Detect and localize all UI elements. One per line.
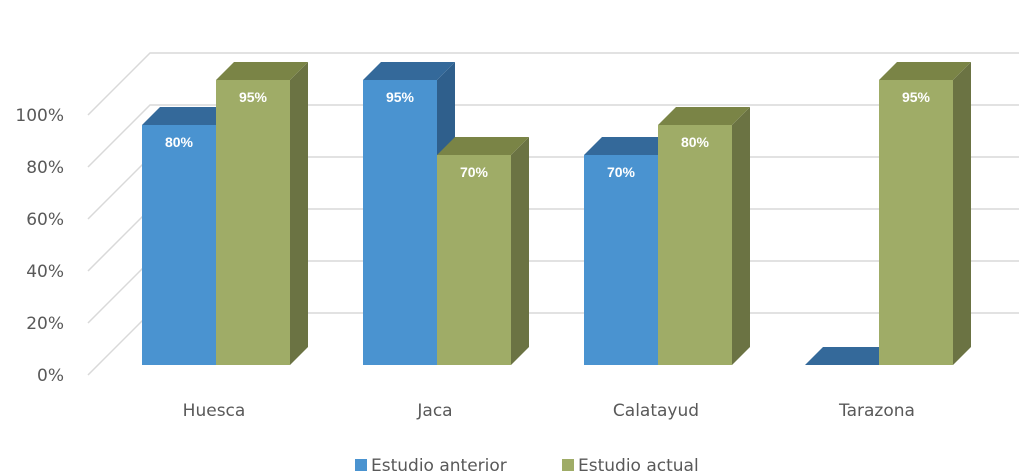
data-label: 70%	[607, 164, 636, 180]
category-label: Huesca	[183, 401, 246, 421]
data-label: 95%	[239, 89, 268, 105]
bar	[216, 80, 290, 365]
bar-side	[511, 137, 529, 365]
bar-top	[216, 62, 308, 80]
bar-top	[363, 62, 455, 80]
y-tick-label: 40%	[26, 262, 64, 282]
legend-swatch	[355, 459, 367, 471]
bar-top	[805, 347, 897, 365]
bar-side	[290, 62, 308, 365]
gridline	[87, 52, 1019, 116]
y-axis-ticks: 0% 20% 40% 60% 80% 100%	[15, 106, 64, 386]
data-label: 70%	[460, 164, 489, 180]
gridline	[87, 104, 1019, 168]
data-label: 80%	[165, 134, 194, 150]
data-labels: 80% 95% 95% 70% 70% 80% 95%	[165, 89, 931, 180]
bar	[363, 80, 437, 365]
legend-label: Estudio actual	[578, 456, 699, 475]
bar	[437, 155, 511, 365]
bar-top	[437, 137, 529, 155]
x-axis-categories: Huesca Jaca Calatayud Tarazona	[183, 401, 915, 421]
bar-top	[658, 107, 750, 125]
bar	[658, 125, 732, 365]
legend-label: Estudio anterior	[371, 456, 507, 475]
bar	[584, 155, 658, 365]
bar-side	[953, 62, 971, 365]
data-label: 80%	[681, 134, 710, 150]
y-tick-label: 0%	[37, 366, 64, 386]
bar-side	[732, 107, 750, 365]
bar-top	[142, 107, 234, 125]
data-label: 95%	[386, 89, 415, 105]
y-tick-label: 80%	[26, 158, 64, 178]
bar	[879, 80, 953, 365]
y-tick-label: 60%	[26, 210, 64, 230]
data-label: 95%	[902, 89, 931, 105]
bars	[142, 62, 971, 365]
category-label: Jaca	[416, 401, 452, 421]
legend-swatch	[562, 459, 574, 471]
legend: Estudio anterior Estudio actual	[355, 456, 699, 475]
bar-top	[879, 62, 971, 80]
bar	[142, 125, 216, 365]
y-tick-label: 100%	[15, 106, 64, 126]
category-label: Calatayud	[613, 401, 699, 421]
category-label: Tarazona	[838, 401, 915, 421]
y-tick-label: 20%	[26, 314, 64, 334]
bar-top	[584, 137, 676, 155]
